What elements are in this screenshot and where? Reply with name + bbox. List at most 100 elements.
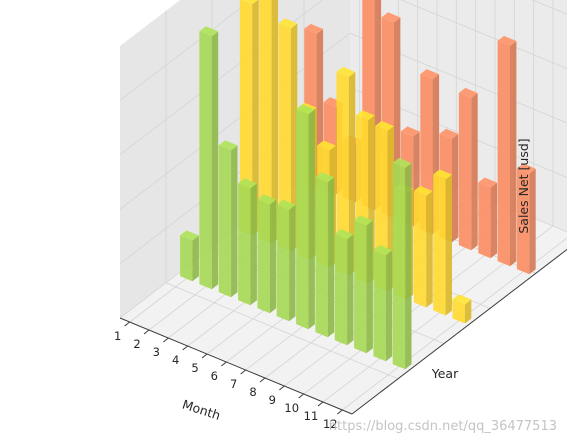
bar-top-face: [452, 294, 472, 305]
bar-top-face: [276, 199, 296, 210]
bar-side-face: [405, 163, 412, 370]
bar: [497, 35, 517, 267]
bar-top-face: [355, 110, 375, 121]
bar: [276, 199, 296, 322]
bar-top-face: [516, 163, 536, 174]
bar-top-face: [392, 157, 412, 168]
bar: [413, 185, 433, 308]
x-tick-label: 3: [153, 345, 160, 359]
x-tick-label: 10: [284, 401, 299, 415]
bar: [373, 245, 393, 362]
bar-front-face: [259, 0, 272, 244]
bar-front-face: [239, 0, 253, 236]
bar-top-face: [317, 140, 336, 151]
watermark-text: https://blog.csdn.net/qq_36477513: [329, 419, 557, 434]
bar-top-face: [478, 177, 498, 188]
bar-front-face: [296, 109, 309, 330]
bar-side-face: [211, 31, 219, 290]
x-tick-mark: [143, 329, 150, 335]
x-tick-label: 9: [269, 393, 276, 407]
bar-front-face: [315, 177, 328, 338]
bars: [180, 0, 536, 370]
x-tick-label: 2: [133, 337, 140, 351]
bar-top-face: [433, 169, 452, 180]
bar: [218, 140, 238, 298]
x-tick-mark: [221, 361, 227, 367]
x-axis-label: Month: [180, 397, 222, 423]
x-tick-label: 12: [323, 417, 338, 431]
grid-line-z: [119, 0, 567, 101]
bar-top-face: [315, 172, 335, 183]
bar-side-face: [290, 23, 298, 252]
bar-top-face: [278, 18, 298, 29]
bar-side-face: [445, 174, 452, 316]
bar-top-face: [458, 87, 478, 98]
bar-side-face: [250, 183, 257, 306]
bar: [180, 230, 199, 282]
x-tick-mark: [317, 401, 324, 407]
bar-side-face: [366, 220, 373, 354]
bar-top-face: [241, 0, 258, 5]
grid-line-month: [342, 237, 567, 411]
z-axis-label: Sales Net [usd]: [516, 138, 531, 233]
x-tick-label: 6: [211, 369, 218, 383]
bar-side-face: [385, 250, 393, 362]
x-tick-label: 4: [172, 353, 179, 367]
bar-front-face: [238, 183, 251, 306]
bar: [199, 26, 219, 290]
x-tick-mark: [182, 345, 188, 351]
bar-front-face: [336, 71, 349, 276]
bar-top-face: [373, 245, 393, 256]
bar: [478, 177, 498, 259]
bar-top-face: [199, 26, 219, 37]
bar: [238, 178, 257, 306]
bar-front-face: [452, 299, 465, 324]
bar-side-face: [327, 177, 335, 338]
x-tick-mark: [124, 321, 130, 327]
bar-side-face: [271, 0, 278, 244]
bar-side-face: [289, 204, 296, 322]
bar-top-face: [439, 128, 459, 139]
bar-front-face: [334, 234, 348, 346]
x-tick-label: 1: [114, 329, 121, 343]
bar-front-face: [433, 174, 446, 316]
bar-side-face: [426, 191, 433, 308]
bar-top-face: [334, 229, 354, 240]
bar-front-face: [373, 250, 386, 362]
bar-side-face: [347, 234, 354, 346]
x-tick-label: 8: [249, 385, 256, 399]
bar-top-face: [420, 69, 440, 80]
bar-side-face: [452, 133, 459, 243]
bar: [278, 18, 298, 252]
bar: [257, 194, 277, 314]
bar-top-face: [218, 140, 238, 151]
tick-labels: 1234567891011120200400600800: [114, 329, 338, 431]
bar-front-face: [354, 220, 367, 354]
bar-front-face: [180, 235, 193, 282]
bar: [315, 172, 335, 338]
x-tick-mark: [240, 369, 246, 375]
bar-front-face: [497, 40, 510, 267]
x-tick-label: 11: [304, 409, 319, 423]
bar-side-face: [192, 235, 199, 282]
bar-side-face: [348, 72, 356, 276]
bar: [334, 229, 354, 346]
x-axis-line: [119, 317, 353, 415]
bar-top-face: [497, 35, 517, 46]
x-tick-mark: [259, 377, 266, 383]
x-tick-mark: [337, 409, 343, 415]
bar-front-face: [458, 92, 472, 251]
bar-top-face: [304, 23, 324, 34]
bar-top-face: [336, 66, 356, 77]
x-tick-label: 5: [191, 361, 198, 375]
bar-side-face: [231, 145, 238, 298]
bar-front-face: [413, 190, 427, 308]
bar-top-face: [413, 185, 433, 196]
bar: [452, 294, 472, 324]
bar-side-face: [490, 182, 498, 259]
bar-front-face: [218, 145, 232, 298]
bar-side-face: [269, 199, 277, 314]
bar: [259, 0, 278, 244]
bar-front-face: [516, 168, 530, 275]
